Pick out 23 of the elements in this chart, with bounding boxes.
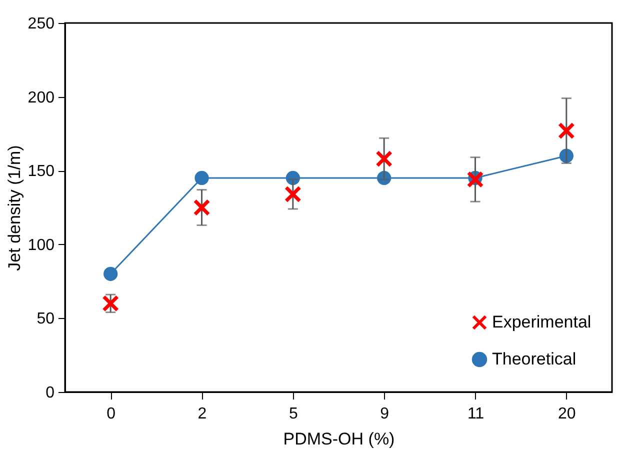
point [376,150,393,168]
point [193,199,210,216]
point [284,186,302,203]
x-tick-label: 9 [380,406,390,422]
x-tick-label: 5 [288,406,298,422]
point [558,122,575,140]
point [102,294,120,312]
point [104,266,118,281]
y-tick-label: 250 [28,16,55,32]
x-axis-title: PDMS-OH (%) [283,430,395,448]
legend-label: Theoretical [492,350,576,368]
x-tick-label: 2 [198,406,207,422]
legend-label: Experimental [492,312,592,332]
y-axis-title: Jet density (1/m) [4,145,24,271]
y-tick-label: 200 [28,89,55,106]
y-tick-label: 0 [46,384,55,402]
x-tick-label: 0 [106,406,116,422]
x-tick-label: 11 [467,406,484,422]
x-tick-label: 20 [558,406,576,422]
y-tick-label: 100 [28,236,55,254]
y-tick-label: 150 [28,163,55,180]
point [194,170,209,186]
y-tick-label: 50 [36,310,55,328]
